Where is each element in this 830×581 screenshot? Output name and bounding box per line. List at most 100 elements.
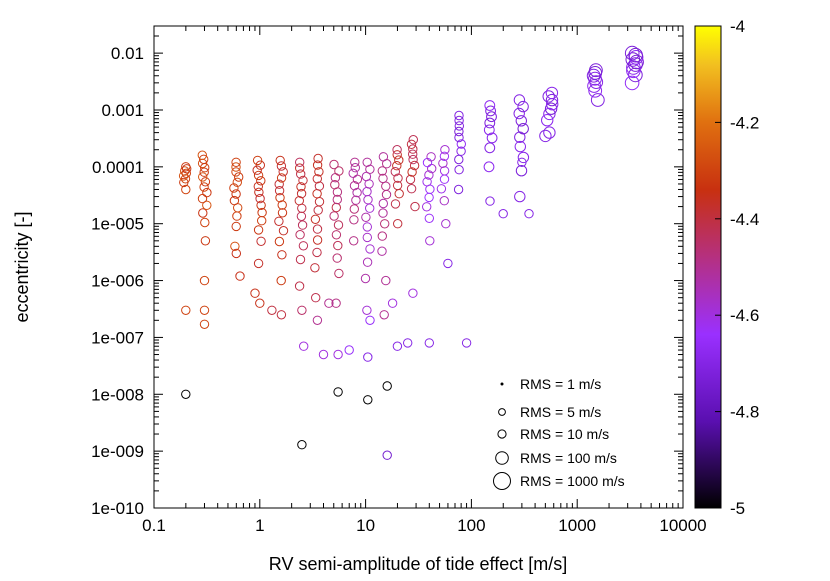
y-tick-label: 1e-010	[91, 499, 144, 518]
data-point	[409, 160, 420, 171]
data-point	[392, 150, 402, 160]
data-point	[365, 164, 375, 175]
colorbar-tick-label: -5	[730, 499, 745, 518]
data-point	[394, 189, 404, 199]
data-point	[360, 273, 371, 284]
data-point	[545, 86, 559, 100]
data-point	[486, 132, 498, 144]
data-point	[329, 159, 339, 170]
data-point	[295, 230, 305, 240]
data-point	[524, 209, 534, 219]
data-point	[181, 184, 191, 195]
data-point	[344, 345, 354, 355]
data-point	[381, 275, 391, 286]
data-point	[312, 189, 322, 199]
data-point	[181, 168, 192, 179]
data-point	[314, 181, 325, 191]
data-point	[256, 200, 266, 211]
data-point	[426, 152, 436, 162]
data-point	[628, 47, 643, 63]
y-tick-label: 0.001	[101, 101, 144, 120]
data-point	[382, 381, 392, 391]
data-point	[295, 157, 305, 168]
data-point	[198, 172, 208, 182]
data-point	[231, 167, 241, 177]
data-point	[424, 192, 434, 203]
data-point	[180, 166, 190, 176]
data-point	[590, 93, 605, 107]
data-point	[255, 193, 265, 204]
data-point	[517, 157, 527, 168]
data-point	[378, 173, 388, 184]
data-point	[294, 196, 304, 206]
data-point	[202, 200, 212, 211]
data-point	[254, 187, 264, 198]
y-tick-label: 0.01	[111, 44, 144, 63]
colorbar-tick-label: -4	[730, 17, 745, 36]
data-point	[332, 194, 342, 205]
data-point	[424, 213, 434, 224]
data-point	[378, 152, 389, 162]
data-point	[256, 176, 266, 186]
data-point	[277, 200, 287, 210]
data-point	[380, 219, 390, 229]
data-point	[276, 275, 286, 286]
data-point	[484, 142, 496, 154]
data-point	[362, 305, 372, 315]
data-point	[408, 149, 418, 159]
y-tick-label: 1e-009	[91, 442, 144, 461]
data-point	[278, 167, 288, 177]
data-point	[253, 258, 264, 269]
x-tick-label: 1000	[558, 516, 596, 535]
data-point	[329, 211, 339, 221]
data-point	[257, 216, 267, 226]
data-point	[406, 184, 417, 194]
data-point	[256, 236, 266, 247]
data-point	[277, 208, 288, 218]
data-point	[461, 338, 472, 348]
data-point	[379, 310, 389, 320]
data-point	[318, 349, 329, 360]
data-point	[422, 177, 432, 187]
data-point	[625, 52, 641, 67]
data-point	[422, 202, 432, 212]
data-point	[407, 167, 417, 177]
data-point	[542, 90, 555, 103]
y-tick-label: 1e-008	[91, 385, 144, 404]
data-point	[330, 180, 340, 190]
data-point	[333, 387, 343, 397]
data-point	[406, 139, 417, 150]
legend-marker	[498, 408, 506, 416]
data-point	[513, 94, 526, 106]
data-point	[362, 222, 372, 232]
data-point	[257, 207, 267, 218]
data-point	[333, 240, 343, 251]
data-point	[362, 157, 372, 168]
legend-label: RMS = 1000 m/s	[520, 473, 625, 489]
x-tick-label: 100	[457, 516, 485, 535]
data-point	[331, 298, 341, 308]
data-point	[297, 220, 308, 230]
y-axis-label: eccentricity [-]	[12, 211, 32, 322]
data-point	[331, 202, 341, 213]
data-point	[425, 236, 435, 246]
data-point	[250, 288, 260, 298]
data-point	[267, 305, 277, 315]
data-point	[312, 235, 323, 245]
data-point	[454, 154, 464, 165]
data-point	[439, 166, 450, 176]
data-point	[252, 165, 262, 175]
data-point	[232, 211, 242, 221]
data-point	[297, 440, 307, 450]
data-point	[349, 204, 359, 214]
data-point	[392, 161, 402, 171]
data-point	[253, 181, 263, 192]
data-point	[299, 341, 309, 351]
data-point	[310, 263, 320, 273]
data-point	[408, 144, 418, 154]
data-point	[351, 195, 361, 205]
data-point	[310, 214, 321, 225]
data-point	[517, 100, 529, 113]
data-point	[545, 93, 559, 107]
